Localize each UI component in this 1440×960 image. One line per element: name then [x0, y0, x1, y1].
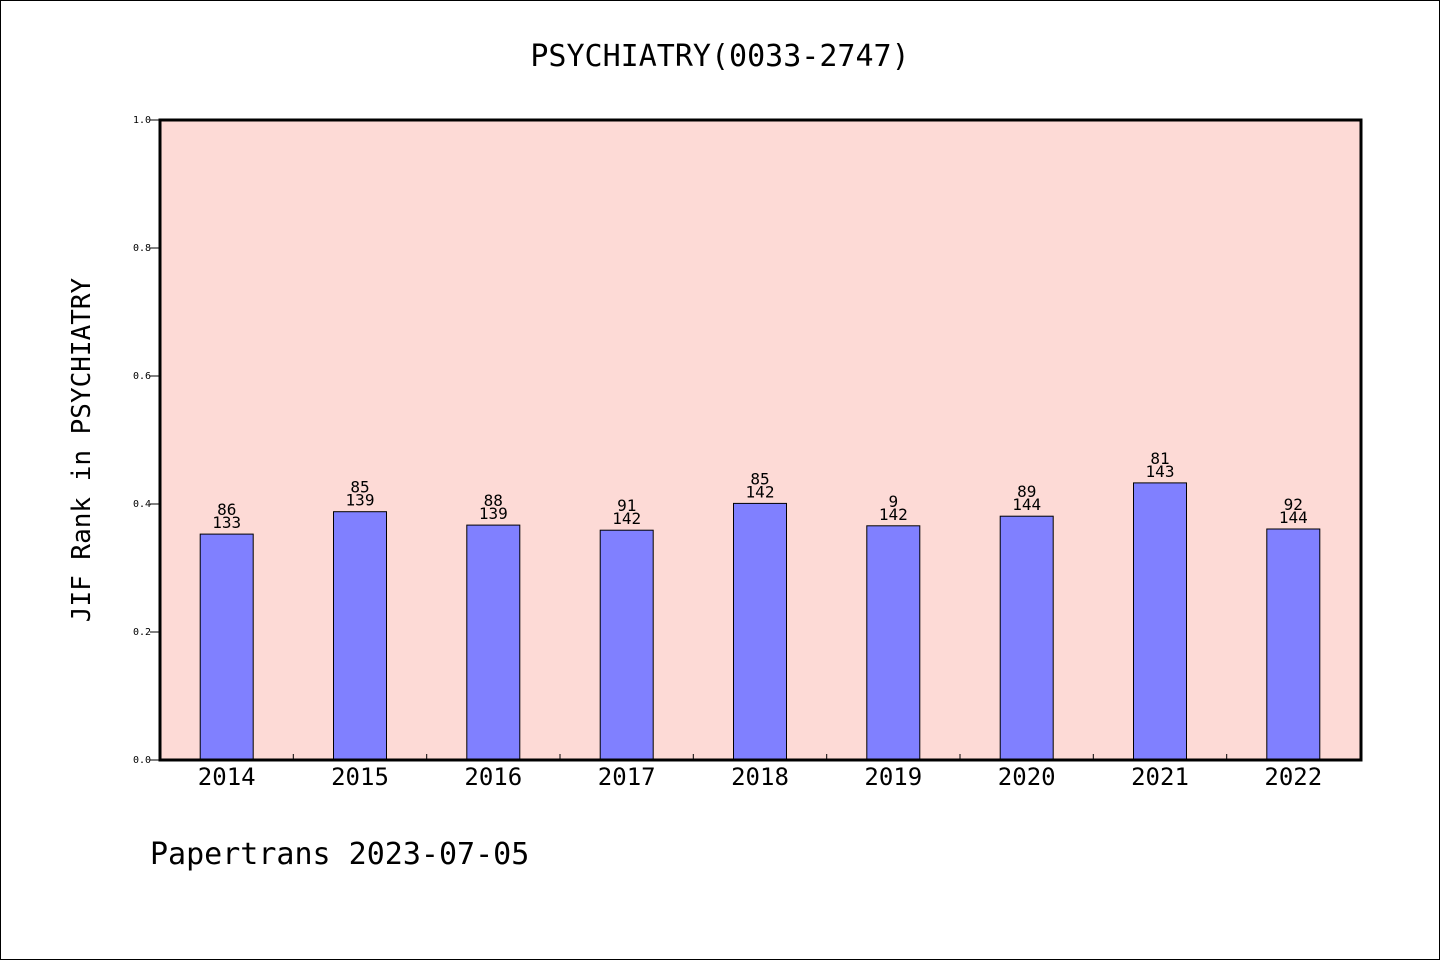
x-tick-label-2022: 2022 — [1264, 763, 1322, 791]
x-tick-label-2020: 2020 — [998, 763, 1056, 791]
bar-rank-label-2014: 86 — [217, 500, 236, 519]
y-tick-label-0.4: 0.4 — [133, 499, 151, 510]
y-tick-label-1.0: 1.0 — [133, 115, 151, 126]
bar-total-label-2016: 139 — [479, 504, 508, 523]
bar-2017 — [599, 529, 654, 761]
bar-total-label-2017: 142 — [612, 509, 641, 528]
bar-2014 — [199, 533, 254, 761]
bar-rank-label-2021: 81 — [1150, 449, 1169, 468]
y-axis-label: JIF Rank in PSYCHIATRY — [67, 277, 97, 622]
bar-total-label-2021: 143 — [1146, 462, 1175, 481]
plot-border — [158, 118, 1363, 762]
bar-2020 — [999, 515, 1054, 761]
bar-rank-label-2018: 85 — [750, 469, 769, 488]
bar-total-label-2022: 144 — [1279, 508, 1308, 527]
y-tick-label-0.0: 0.0 — [133, 755, 151, 766]
footer-text: Papertrans 2023-07-05 — [150, 837, 529, 872]
x-tick-label-2016: 2016 — [464, 763, 522, 791]
bar-2019 — [866, 525, 921, 761]
x-ticks-layer: 2014 2015 2016 2017 2018 2019 2020 2021 2022 — [198, 754, 1322, 791]
bar-total-label-2015: 139 — [346, 491, 375, 510]
bar-total-label-2020: 144 — [1012, 495, 1041, 514]
bar-rank-label-2015: 85 — [350, 478, 369, 497]
bar-2021 — [1133, 482, 1187, 761]
bar-rank-label-2020: 89 — [1017, 482, 1036, 501]
bar-total-label-2014: 133 — [212, 513, 241, 532]
bar-2015 — [333, 511, 387, 761]
x-tick-label-2014: 2014 — [198, 763, 256, 791]
x-tick-label-2019: 2019 — [864, 763, 922, 791]
bar-2022 — [1266, 528, 1321, 761]
bar-2016 — [466, 524, 521, 761]
y-tick-label-0.8: 0.8 — [133, 243, 151, 254]
bar-rank-label-2016: 88 — [484, 491, 503, 510]
bar-2018 — [733, 502, 787, 761]
x-tick-label-2018: 2018 — [731, 763, 789, 791]
x-tick-label-2015: 2015 — [331, 763, 389, 791]
bar-rank-label-2017: 91 — [617, 496, 636, 515]
bar-total-label-2019: 142 — [879, 505, 908, 524]
x-tick-label-2017: 2017 — [598, 763, 656, 791]
bar-rank-label-2019: 9 — [888, 492, 898, 511]
y-tick-label-0.6: 0.6 — [133, 371, 151, 382]
bar-rank-label-2022: 92 — [1284, 495, 1303, 514]
y-tick-label-0.2: 0.2 — [133, 627, 151, 638]
bar-total-label-2018: 142 — [746, 482, 775, 501]
y-ticks-layer: 0.0 0.2 0.4 0.6 0.8 1.0 — [133, 115, 160, 766]
x-tick-label-2021: 2021 — [1131, 763, 1189, 791]
chart-title: PSYCHIATRY(0033-2747) — [530, 39, 909, 74]
